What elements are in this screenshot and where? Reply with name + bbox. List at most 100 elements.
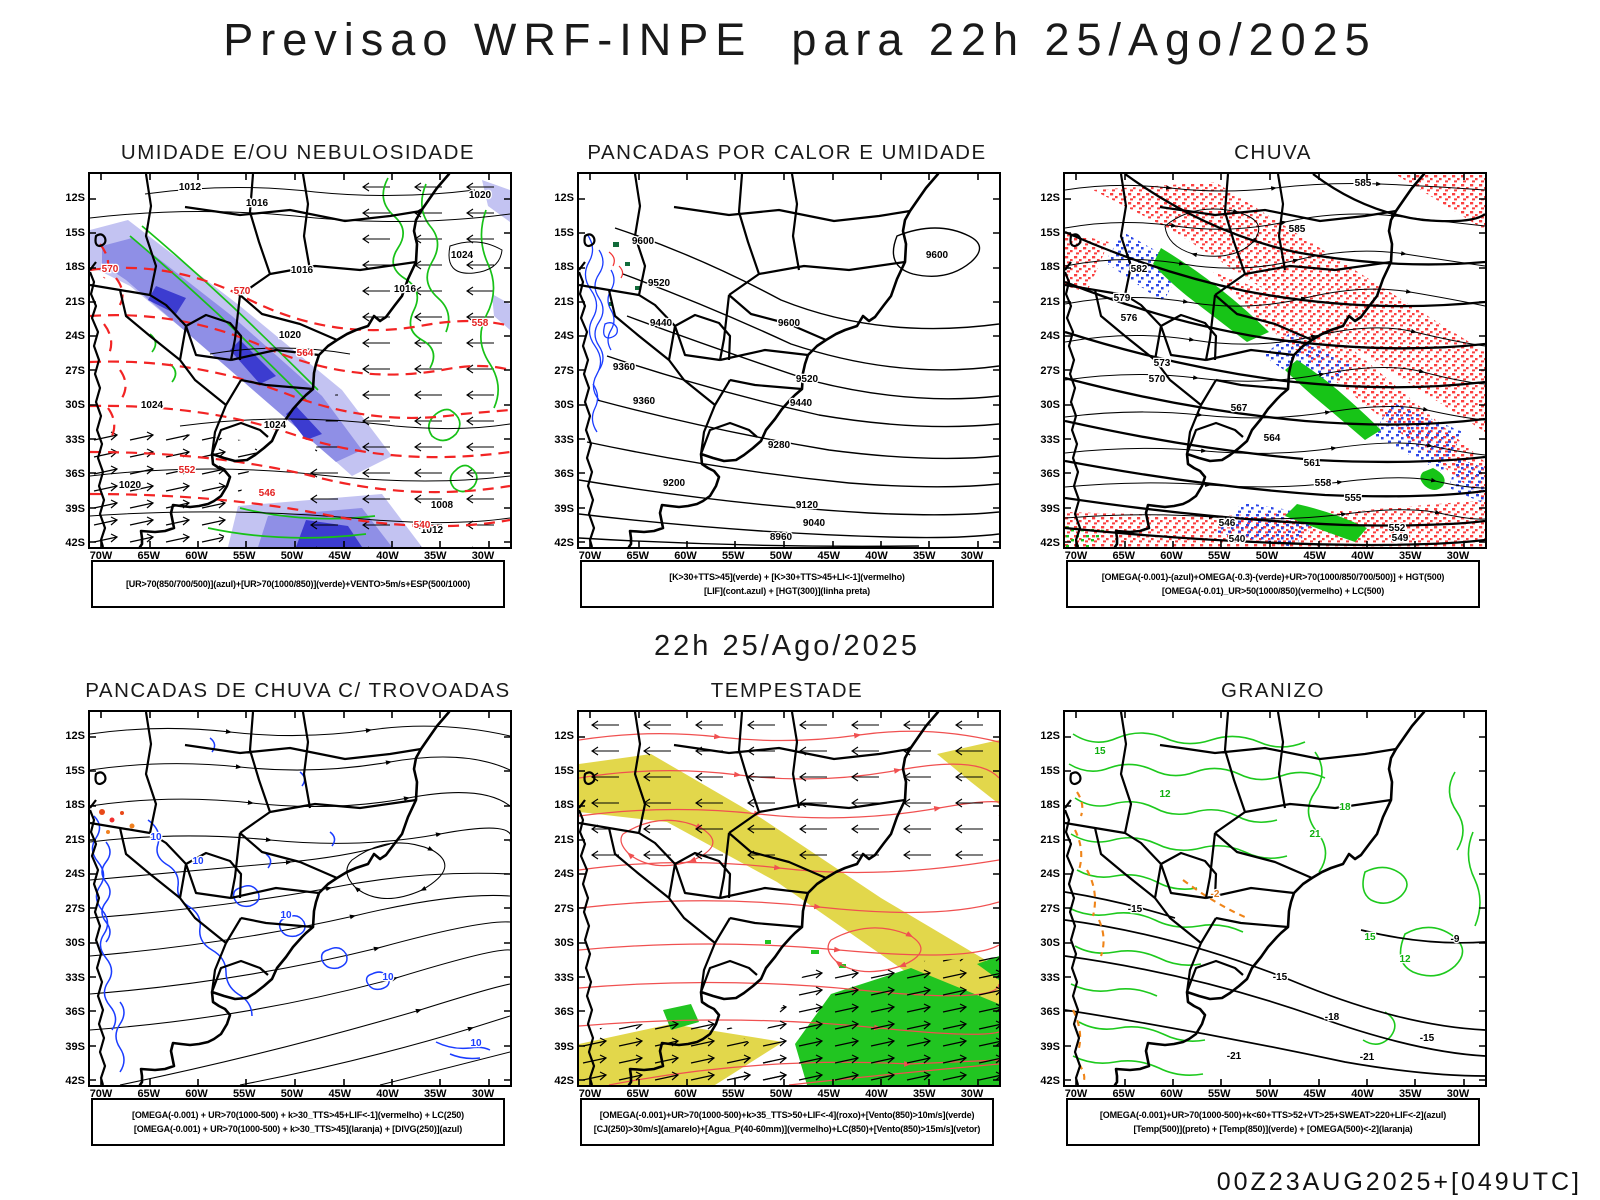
contour-label: 9200 <box>663 478 686 489</box>
lon-label: 60W <box>1160 1088 1183 1100</box>
lat-axis: 12S 15S 18S 21S 24S 27S 30S 33S 36S 39S 42S <box>542 731 574 1087</box>
contour-label: 564 <box>297 348 314 359</box>
map-trovoadas: 10 10 10 10 10 <box>90 712 510 1085</box>
lat-label: 24S <box>65 868 85 880</box>
contour-label: -21 <box>1227 1051 1242 1062</box>
map-chuva: 585 585 582 579 576 573 570 567 564 561 … <box>1065 174 1485 547</box>
contour-label: 12 <box>1159 789 1171 800</box>
lat-label: 30S <box>1040 399 1060 411</box>
lon-label: 60W <box>185 550 208 562</box>
lon-label: 40W <box>865 1088 888 1100</box>
caption-line: [OMEGA(-0.001) + UR>70(1000-500) + k>30_… <box>131 1109 465 1120</box>
contour-label: 1024 <box>141 400 164 411</box>
lon-label: 50W <box>1255 1088 1279 1100</box>
caption-line: [UR>70(850/700/500)](azul)+[UR>70(1000/8… <box>125 578 471 589</box>
lon-label: 30W <box>960 550 984 562</box>
lat-label: 24S <box>65 330 85 342</box>
contour-label: 570 <box>1149 374 1166 385</box>
lon-label: 55W <box>232 550 256 562</box>
contour-label: 8960 <box>770 532 793 543</box>
contour-label: 585 <box>1289 224 1306 235</box>
map-frame-tempestade: 12S 15S 18S 21S 24S 27S 30S 33S 36S 39S 42S 70W 65W… <box>554 710 1001 1100</box>
lat-label: 36S <box>65 468 85 480</box>
caption-tempestade: [OMEGA(-0.001)+UR>70(1000-500)+k>35_TTS>… <box>580 1098 994 1146</box>
contour-label: 10 <box>382 972 394 983</box>
contour-label: 10 <box>280 910 292 921</box>
lon-axis: 70W 65W 60W 55W 50W 45W 40W 35W 30W <box>81 1089 503 1100</box>
lon-label: 30W <box>1446 1088 1470 1100</box>
contour-label: 9520 <box>796 374 819 385</box>
lat-label: 18S <box>65 261 85 273</box>
contour-label: 1012 <box>421 525 444 536</box>
contour-label: 1020 <box>469 190 492 201</box>
lon-label: 55W <box>721 550 745 562</box>
lon-label: 60W <box>674 1088 697 1100</box>
lon-label: 60W <box>674 550 697 562</box>
contour-label: -9 <box>1451 934 1460 945</box>
lon-label: 55W <box>1207 550 1231 562</box>
map-frame-chuva: 585 585 582 579 576 573 570 567 564 561 … <box>1040 172 1487 562</box>
caption-pancadas-calor: [K>30+TTS>45](verde) + [K>30+TTS>45+LI<-… <box>580 560 994 608</box>
lon-label: 65W <box>137 1088 161 1100</box>
lat-label: 36S <box>1040 468 1060 480</box>
lat-label: 42S <box>1040 537 1060 549</box>
lat-label: 30S <box>65 937 85 949</box>
map-umidade: 1012 1016 1020 1016 1016 1024 1020 1024 … <box>90 174 510 547</box>
contour-label: 1016 <box>291 265 314 276</box>
run-timestamp: 00Z23AUG2025+[049UTC] <box>1216 1168 1582 1196</box>
contour-label: 10 <box>150 832 162 843</box>
map-pancadas-calor: 9600 9600 9600 9520 9520 9440 9440 9360 … <box>579 174 999 547</box>
contour-label: 549 <box>1392 533 1409 544</box>
lat-label: 42S <box>65 1075 85 1087</box>
contour-label: -15 <box>1273 972 1288 983</box>
lat-label: 30S <box>65 399 85 411</box>
caption-line: [OMEGA(-0.001) + UR>70(1000-500) + k>30_… <box>133 1124 463 1134</box>
lat-label: 27S <box>1040 902 1060 915</box>
lat-axis: 12S 15S 18S 21S 24S 27S 30S 33S 36S 39S 42S <box>1028 731 1060 1087</box>
lat-label: 30S <box>1040 937 1060 949</box>
caption-line: [OMEGA(-0.001)+UR>70(1000-500)+k>35_TTS>… <box>599 1109 975 1120</box>
lon-label: 55W <box>721 1088 745 1100</box>
contour-label: 9600 <box>778 318 801 329</box>
contour-label: 1024 <box>451 250 474 261</box>
contour-label: 1024 <box>264 420 287 431</box>
valid-time-label: 22h 25/Ago/2025 <box>654 630 920 662</box>
lon-label: 35W <box>912 1088 936 1100</box>
lat-label: 42S <box>554 1075 574 1087</box>
lat-axis: 12S 15S 18S 21S 24S 27S 30S 33S 36S 39S 42S <box>53 731 85 1087</box>
lat-label: 39S <box>1040 1040 1060 1053</box>
lat-label: 39S <box>1040 502 1060 515</box>
panel-title-chuva: CHUVA <box>1234 141 1312 164</box>
contour-label: 1020 <box>279 330 302 341</box>
contour-label: 576 <box>1121 313 1138 324</box>
caption-line: [OMEGA(-0.01)_UR>50(1000/850)(vermelho) … <box>1161 586 1385 596</box>
lat-label: 42S <box>65 537 85 549</box>
contour-label: 585 <box>1355 178 1372 189</box>
lat-label: 39S <box>65 502 85 515</box>
contour-label: 546 <box>259 488 276 499</box>
lat-label: 21S <box>65 833 85 846</box>
contour-label: 9360 <box>633 396 656 407</box>
lon-axis: 70W 65W 60W 55W 50W 45W 40W 35W 30W <box>81 551 503 562</box>
map-frame-umidade: 1012 1016 1020 1016 1016 1024 1020 1024 … <box>65 172 512 562</box>
lat-label: 21S <box>554 295 574 308</box>
lat-label: 27S <box>554 902 574 915</box>
lat-label: 36S <box>554 1006 574 1018</box>
lon-label: 65W <box>137 550 161 562</box>
lat-label: 12S <box>1040 192 1060 204</box>
lat-label: 33S <box>554 433 574 446</box>
contour-label: 552 <box>1389 523 1406 534</box>
lon-axis: 70W 65W 60W 55W 50W 45W 40W 35W 30W <box>570 1089 992 1100</box>
contour-label: 561 <box>1304 458 1321 469</box>
lon-label: 35W <box>912 550 936 562</box>
contour-label: 558 <box>472 318 489 329</box>
lat-label: 15S <box>554 226 574 239</box>
lat-label: 42S <box>1040 1075 1060 1087</box>
contour-label: 21 <box>1309 829 1321 840</box>
contour-label: 540 <box>1229 534 1246 545</box>
panel-umidade: UMIDADE E/OU NEBULOSIDADE <box>65 141 512 608</box>
lon-label: 70W <box>578 550 602 562</box>
lon-label: 50W <box>769 550 793 562</box>
panel-trovoadas: PANCADAS DE CHUVA C/ TROVOADAS <box>65 679 512 1146</box>
